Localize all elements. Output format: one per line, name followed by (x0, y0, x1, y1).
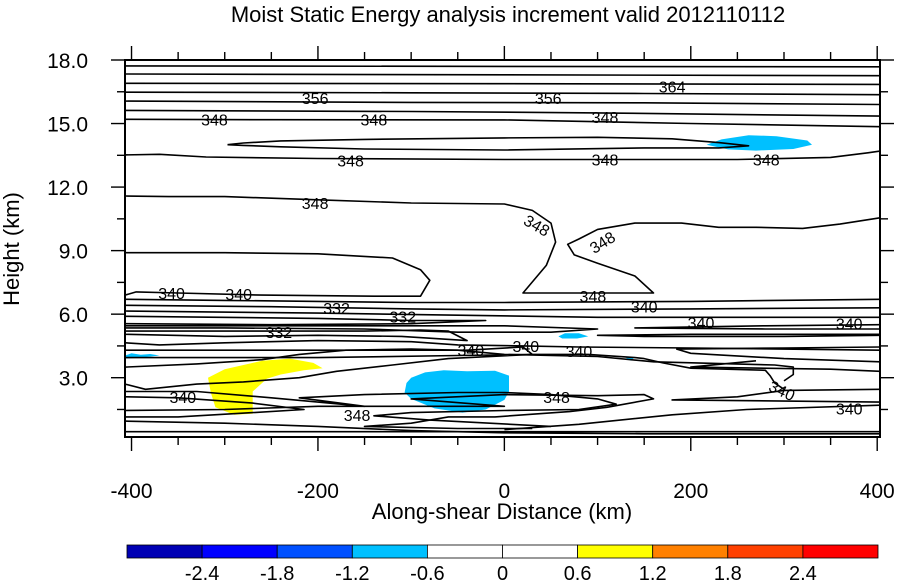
contour-label: 348 (302, 196, 329, 213)
y-tick-label: 12.0 (47, 177, 88, 200)
contour-label: 348 (592, 110, 619, 127)
contour-label: 348 (361, 112, 388, 129)
contour-line (124, 251, 431, 298)
contour-label: 332 (265, 325, 292, 342)
x-tick-label: 0 (499, 480, 511, 503)
contour-line (124, 150, 881, 161)
contour-lines (124, 65, 881, 435)
contour-label: 340 (512, 339, 539, 356)
colorbar-label: 0.6 (564, 563, 592, 583)
colorbar-box (727, 544, 804, 559)
contour-label: 348 (520, 212, 552, 240)
contour-line (124, 100, 881, 106)
contour-line (125, 324, 599, 334)
colorbar-box (802, 544, 879, 559)
contour-label: 348 (587, 229, 619, 258)
colorbar-box (126, 544, 203, 559)
contour-label: 348 (753, 153, 780, 170)
colorbar-label: -1.8 (260, 563, 294, 583)
contour-label: 356 (302, 91, 329, 108)
contour-line (124, 65, 881, 68)
contour-label: 340 (566, 344, 593, 361)
contour-label: 348 (337, 154, 364, 171)
contour-line (671, 388, 881, 403)
contour-label: 348 (543, 390, 570, 407)
contour-label: 340 (631, 300, 658, 317)
contour-label: 332 (389, 309, 416, 326)
x-tick-label: 200 (673, 480, 708, 503)
contour-label: 340 (688, 316, 715, 333)
colorbar-box (276, 544, 353, 559)
contour-label: 340 (836, 317, 863, 334)
colorbar-label: -0.6 (410, 563, 444, 583)
shaded-region (558, 333, 589, 339)
contour-line (634, 323, 881, 330)
y-tick-label: 3.0 (59, 368, 88, 391)
contour-line (124, 304, 881, 311)
contour-line (124, 91, 881, 96)
colorbar-box (577, 544, 654, 559)
colorbar-label: 0 (497, 563, 508, 583)
shaded-region (208, 358, 323, 415)
contour-line (124, 310, 880, 319)
contour-line (124, 82, 881, 86)
colorbar-box (426, 544, 503, 559)
contour-label: 340 (158, 286, 185, 303)
colorbar-label: 1.8 (714, 563, 742, 583)
contour-line (124, 420, 880, 435)
contour-label: 348 (580, 289, 607, 306)
colorbar-box (652, 544, 729, 559)
contour-line (124, 109, 881, 117)
x-tick-label: -400 (111, 480, 153, 503)
contour-line (124, 329, 468, 342)
colorbar-label: 1.2 (639, 563, 667, 583)
contour-label: 348 (201, 112, 228, 129)
contour-line (227, 136, 750, 151)
contour-line (124, 393, 655, 430)
contour-line (124, 118, 881, 128)
y-tick-label: 18.0 (47, 50, 88, 73)
colorbar-label: 2.4 (789, 563, 817, 583)
contour-line (504, 404, 881, 431)
axis-ticks: -400 -200 0 200 400 3.0 6.0 9.0 12.0 15.0 18.0 (47, 46, 895, 503)
contour-label: 364 (659, 79, 686, 96)
colorbar-label: -1.2 (335, 563, 369, 583)
contour-line (124, 315, 487, 326)
shaded-regions (125, 135, 812, 415)
contour-label: 356 (535, 91, 562, 108)
contour-line (124, 396, 305, 418)
y-tick-label: 15.0 (47, 114, 88, 137)
shaded-region (404, 370, 509, 413)
contour-label: 340 (225, 287, 252, 304)
contour-label: 332 (323, 301, 350, 318)
x-tick-label: -200 (297, 480, 339, 503)
contour-label: 348 (592, 153, 619, 170)
colorbar-box (502, 544, 578, 559)
contour-line (124, 298, 881, 304)
contour-line (124, 353, 534, 391)
contour-line (124, 73, 881, 77)
x-tick-label: 400 (860, 480, 895, 503)
y-tick-label: 9.0 (59, 241, 88, 264)
y-tick-label: 6.0 (59, 304, 88, 327)
contour-line (124, 195, 881, 294)
plot-frame (124, 59, 881, 438)
colorbar-box (201, 544, 278, 559)
contour-line (596, 333, 881, 338)
chart-title: Moist Static Energy analysis increment v… (231, 2, 785, 27)
contour-line (675, 346, 881, 363)
colorbar: -2.4 -1.8 -1.2 -0.6 0 0.6 1.2 1.8 2.4 (126, 544, 879, 583)
contour-label: 340 (457, 343, 484, 360)
contour-line (124, 339, 881, 351)
contour-label: 340 (169, 390, 196, 407)
x-axis-title: Along-shear Distance (km) (372, 499, 632, 524)
colorbar-box (351, 544, 428, 559)
contour-label: 340 (836, 401, 863, 418)
contour-label: 348 (344, 408, 371, 425)
contour-line (689, 360, 881, 373)
colorbar-label: -2.4 (185, 563, 219, 583)
y-axis-title: Height (km) (0, 192, 24, 306)
